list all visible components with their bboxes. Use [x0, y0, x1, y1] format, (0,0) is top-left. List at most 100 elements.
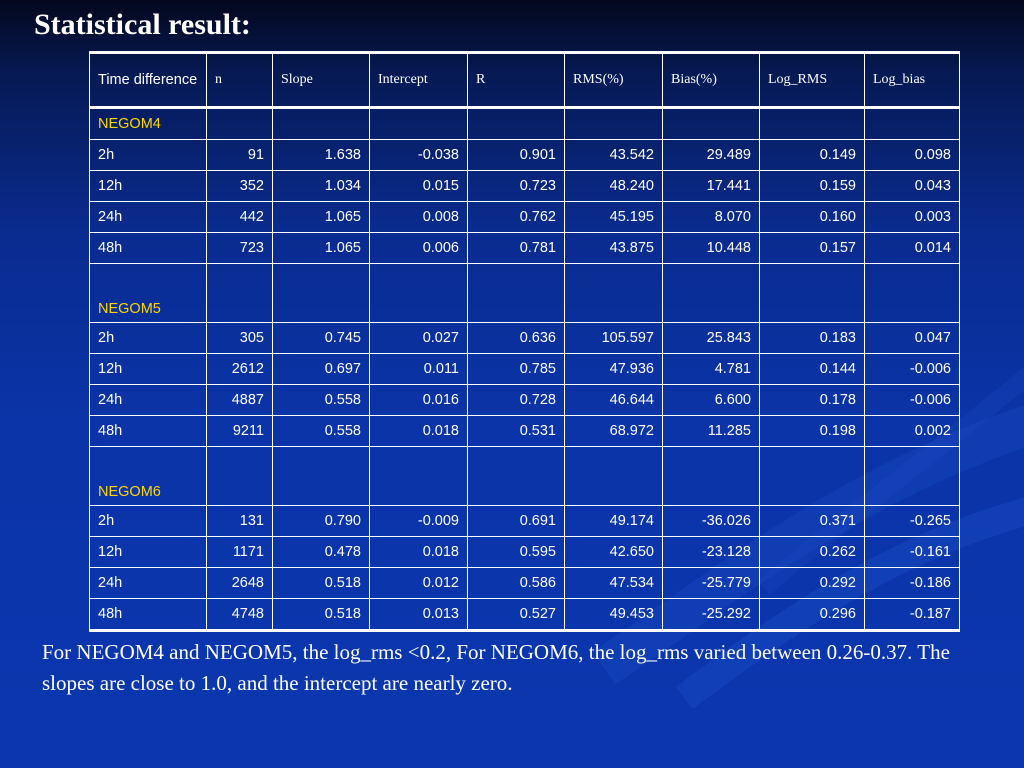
- value-cell: 0.785: [467, 353, 565, 385]
- value-cell: 0.027: [369, 322, 468, 354]
- value-cell: -0.161: [864, 536, 960, 568]
- empty-cell: [206, 263, 273, 323]
- value-cell: 0.586: [467, 567, 565, 599]
- summary-text: For NEGOM4 and NEGOM5, the log_rms <0.2,…: [42, 640, 950, 695]
- value-cell: -0.038: [369, 139, 468, 171]
- header-log-bias: Log_bias: [864, 52, 960, 108]
- value-cell: 1.065: [272, 201, 370, 233]
- value-cell: 0.527: [467, 598, 565, 631]
- value-cell: 91: [206, 139, 273, 171]
- value-cell: 0.014: [864, 232, 960, 264]
- value-cell: 0.002: [864, 415, 960, 447]
- header-slope: Slope: [272, 52, 370, 108]
- value-cell: 0.015: [369, 170, 468, 202]
- empty-cell: [759, 107, 865, 140]
- time-difference-cell: 2h: [89, 505, 207, 537]
- value-cell: 68.972: [564, 415, 663, 447]
- table-row: 2h 131 0.790 -0.009 0.691 49.174 -36.026 0.371-…: [89, 505, 960, 537]
- value-cell: 0.518: [272, 598, 370, 631]
- value-cell: 0.144: [759, 353, 865, 385]
- value-cell: 4748: [206, 598, 273, 631]
- value-cell: 0.016: [369, 384, 468, 416]
- time-difference-cell: 48h: [89, 232, 207, 264]
- table-row: 2h 91 1.638 -0.038 0.901 43.542 29.489 0.149 0.0…: [89, 139, 960, 171]
- value-cell: 49.174: [564, 505, 663, 537]
- value-cell: 131: [206, 505, 273, 537]
- value-cell: 0.018: [369, 415, 468, 447]
- value-cell: 0.691: [467, 505, 565, 537]
- value-cell: 0.371: [759, 505, 865, 537]
- value-cell: 0.478: [272, 536, 370, 568]
- value-cell: 0.558: [272, 415, 370, 447]
- header-n: n: [206, 52, 273, 108]
- value-cell: 723: [206, 232, 273, 264]
- value-cell: 352: [206, 170, 273, 202]
- value-cell: -0.186: [864, 567, 960, 599]
- empty-cell: [369, 263, 468, 323]
- empty-cell: [662, 446, 760, 506]
- time-difference-cell: 48h: [89, 415, 207, 447]
- time-difference-cell: 24h: [89, 384, 207, 416]
- table-row: 12h 352 1.034 0.015 0.723 48.240 17.441 0.159 0.…: [89, 170, 960, 202]
- time-difference-cell: 12h: [89, 536, 207, 568]
- header-rms: RMS(%): [564, 52, 663, 108]
- value-cell: 0.047: [864, 322, 960, 354]
- time-difference-cell: 12h: [89, 170, 207, 202]
- group-label: NEGOM5: [89, 263, 207, 323]
- value-cell: -23.128: [662, 536, 760, 568]
- empty-cell: [759, 263, 865, 323]
- value-cell: 0.697: [272, 353, 370, 385]
- value-cell: 2612: [206, 353, 273, 385]
- value-cell: 0.178: [759, 384, 865, 416]
- value-cell: 0.043: [864, 170, 960, 202]
- table-row: 2h 305 0.745 0.027 0.636 105.597 25.843 0.183 0.…: [89, 322, 960, 354]
- value-cell: 0.159: [759, 170, 865, 202]
- empty-cell: [272, 446, 370, 506]
- value-cell: 0.011: [369, 353, 468, 385]
- empty-cell: [206, 107, 273, 140]
- empty-cell: [864, 107, 960, 140]
- value-cell: 105.597: [564, 322, 663, 354]
- value-cell: 0.723: [467, 170, 565, 202]
- value-cell: 1.065: [272, 232, 370, 264]
- value-cell: -0.006: [864, 353, 960, 385]
- group-label: NEGOM6: [89, 446, 207, 506]
- header-bias: Bias(%): [662, 52, 760, 108]
- empty-cell: [272, 263, 370, 323]
- table-row: 48h 723 1.065 0.006 0.781 43.875 10.448 0.157 0.…: [89, 232, 960, 264]
- value-cell: 4.781: [662, 353, 760, 385]
- table-row: 24h 442 1.065 0.008 0.762 45.195 8.070 0.160 0.0…: [89, 201, 960, 233]
- value-cell: 0.262: [759, 536, 865, 568]
- value-cell: 0.790: [272, 505, 370, 537]
- value-cell: -0.009: [369, 505, 468, 537]
- value-cell: 48.240: [564, 170, 663, 202]
- value-cell: -0.006: [864, 384, 960, 416]
- time-difference-cell: 24h: [89, 567, 207, 599]
- value-cell: 0.003: [864, 201, 960, 233]
- table-row: 24h 4887 0.558 0.016 0.728 46.644 6.600 0.178 -0…: [89, 384, 960, 416]
- value-cell: 0.292: [759, 567, 865, 599]
- value-cell: 0.636: [467, 322, 565, 354]
- time-difference-cell: 2h: [89, 139, 207, 171]
- value-cell: 0.518: [272, 567, 370, 599]
- empty-cell: [467, 263, 565, 323]
- empty-cell: [759, 446, 865, 506]
- empty-cell: [467, 107, 565, 140]
- value-cell: -0.265: [864, 505, 960, 537]
- value-cell: 0.183: [759, 322, 865, 354]
- empty-cell: [564, 107, 663, 140]
- table-body: NEGOM4 2h 91 1.638 -0.038 0.901 43.542 29.489 0.…: [89, 107, 960, 631]
- value-cell: 1171: [206, 536, 273, 568]
- empty-cell: [864, 446, 960, 506]
- value-cell: 305: [206, 322, 273, 354]
- value-cell: 47.936: [564, 353, 663, 385]
- value-cell: 2648: [206, 567, 273, 599]
- table-row: 12h 1171 0.478 0.018 0.595 42.650 -23.128 0.262…: [89, 536, 960, 568]
- value-cell: 0.018: [369, 536, 468, 568]
- value-cell: 0.012: [369, 567, 468, 599]
- value-cell: 0.558: [272, 384, 370, 416]
- value-cell: 0.762: [467, 201, 565, 233]
- value-cell: 0.149: [759, 139, 865, 171]
- value-cell: 17.441: [662, 170, 760, 202]
- value-cell: 0.901: [467, 139, 565, 171]
